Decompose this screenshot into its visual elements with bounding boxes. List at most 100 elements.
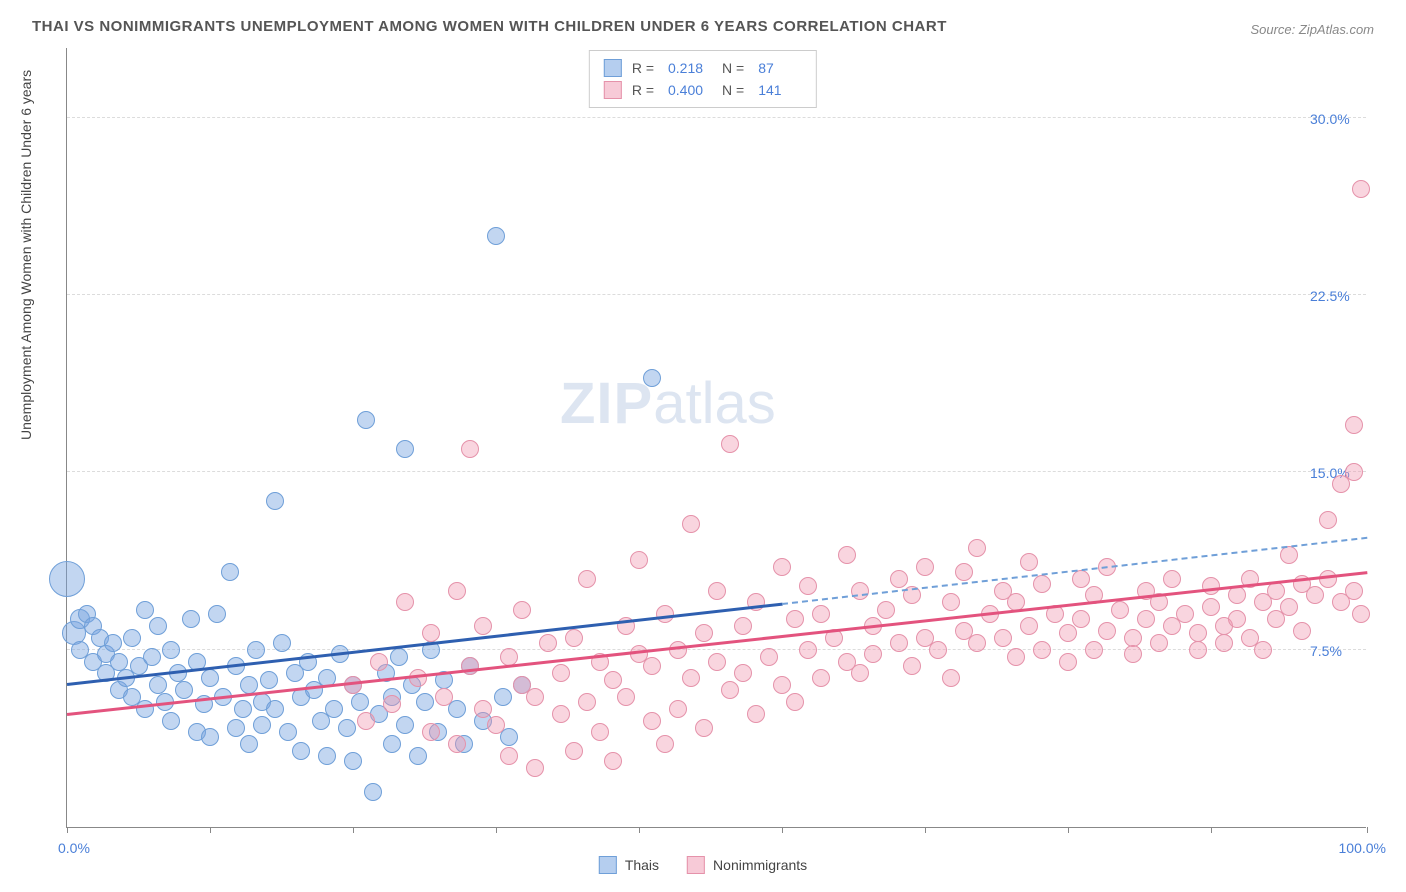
data-point bbox=[734, 664, 752, 682]
data-point bbox=[552, 664, 570, 682]
data-point bbox=[422, 723, 440, 741]
data-point bbox=[1254, 641, 1272, 659]
data-point bbox=[721, 435, 739, 453]
data-point bbox=[526, 688, 544, 706]
data-point bbox=[409, 747, 427, 765]
r-value: 0.400 bbox=[668, 79, 712, 101]
data-point bbox=[786, 610, 804, 628]
data-point bbox=[773, 558, 791, 576]
data-point bbox=[539, 634, 557, 652]
data-point bbox=[201, 728, 219, 746]
data-point bbox=[578, 570, 596, 588]
data-point bbox=[279, 723, 297, 741]
data-point bbox=[221, 563, 239, 581]
data-point bbox=[123, 629, 141, 647]
data-point bbox=[383, 695, 401, 713]
data-point bbox=[357, 712, 375, 730]
data-point bbox=[1215, 634, 1233, 652]
data-point bbox=[487, 227, 505, 245]
swatch-icon bbox=[604, 81, 622, 99]
data-point bbox=[643, 657, 661, 675]
data-point bbox=[682, 669, 700, 687]
data-point bbox=[773, 676, 791, 694]
data-point bbox=[325, 700, 343, 718]
data-point bbox=[760, 648, 778, 666]
data-point bbox=[1020, 553, 1038, 571]
y-tick-label: 22.5% bbox=[1310, 288, 1350, 304]
data-point bbox=[1319, 511, 1337, 529]
data-point bbox=[364, 783, 382, 801]
data-point bbox=[104, 634, 122, 652]
data-point bbox=[708, 582, 726, 600]
data-point bbox=[1228, 586, 1246, 604]
n-label: N = bbox=[722, 79, 744, 101]
legend-row-nonimmigrants: R = 0.400 N = 141 bbox=[604, 79, 802, 101]
data-point bbox=[416, 693, 434, 711]
data-point bbox=[494, 688, 512, 706]
data-point bbox=[227, 719, 245, 737]
data-point bbox=[448, 735, 466, 753]
data-point bbox=[1345, 582, 1363, 600]
data-point bbox=[643, 712, 661, 730]
data-point bbox=[422, 624, 440, 642]
data-point bbox=[110, 653, 128, 671]
x-tick bbox=[67, 827, 68, 833]
data-point bbox=[448, 582, 466, 600]
data-point bbox=[1124, 629, 1142, 647]
data-point bbox=[318, 747, 336, 765]
data-point bbox=[864, 645, 882, 663]
data-point bbox=[344, 676, 362, 694]
data-point bbox=[266, 700, 284, 718]
x-tick bbox=[925, 827, 926, 833]
x-tick bbox=[1367, 827, 1368, 833]
r-label: R = bbox=[632, 79, 654, 101]
data-point bbox=[1306, 586, 1324, 604]
data-point bbox=[929, 641, 947, 659]
source-label: Source: ZipAtlas.com bbox=[1250, 22, 1374, 37]
data-point bbox=[903, 657, 921, 675]
data-point bbox=[565, 742, 583, 760]
data-point bbox=[266, 492, 284, 510]
data-point bbox=[396, 716, 414, 734]
data-point bbox=[1059, 653, 1077, 671]
data-point bbox=[182, 610, 200, 628]
x-tick bbox=[353, 827, 354, 833]
data-point bbox=[968, 634, 986, 652]
data-point bbox=[162, 641, 180, 659]
data-point bbox=[175, 681, 193, 699]
x-axis-max-label: 100.0% bbox=[1339, 840, 1386, 856]
data-point bbox=[1189, 641, 1207, 659]
x-tick bbox=[1068, 827, 1069, 833]
data-point bbox=[273, 634, 291, 652]
data-point bbox=[1202, 577, 1220, 595]
data-point bbox=[1085, 641, 1103, 659]
data-point bbox=[1228, 610, 1246, 628]
data-point bbox=[1150, 634, 1168, 652]
data-point bbox=[617, 688, 635, 706]
x-tick bbox=[210, 827, 211, 833]
data-point bbox=[968, 539, 986, 557]
data-point bbox=[630, 551, 648, 569]
data-point bbox=[916, 558, 934, 576]
data-point bbox=[1020, 617, 1038, 635]
data-point bbox=[1033, 641, 1051, 659]
data-point bbox=[1176, 605, 1194, 623]
x-tick bbox=[496, 827, 497, 833]
data-point bbox=[357, 411, 375, 429]
y-tick-label: 7.5% bbox=[1310, 643, 1342, 659]
data-point bbox=[396, 440, 414, 458]
x-axis-min-label: 0.0% bbox=[58, 840, 90, 856]
data-point bbox=[747, 705, 765, 723]
data-point bbox=[1280, 598, 1298, 616]
data-point bbox=[1293, 622, 1311, 640]
x-tick bbox=[782, 827, 783, 833]
data-point bbox=[682, 515, 700, 533]
data-point bbox=[1352, 605, 1370, 623]
data-point bbox=[1345, 463, 1363, 481]
data-point bbox=[201, 669, 219, 687]
data-point bbox=[474, 700, 492, 718]
data-point bbox=[1280, 546, 1298, 564]
data-point bbox=[877, 601, 895, 619]
data-point bbox=[890, 570, 908, 588]
data-point bbox=[604, 671, 622, 689]
